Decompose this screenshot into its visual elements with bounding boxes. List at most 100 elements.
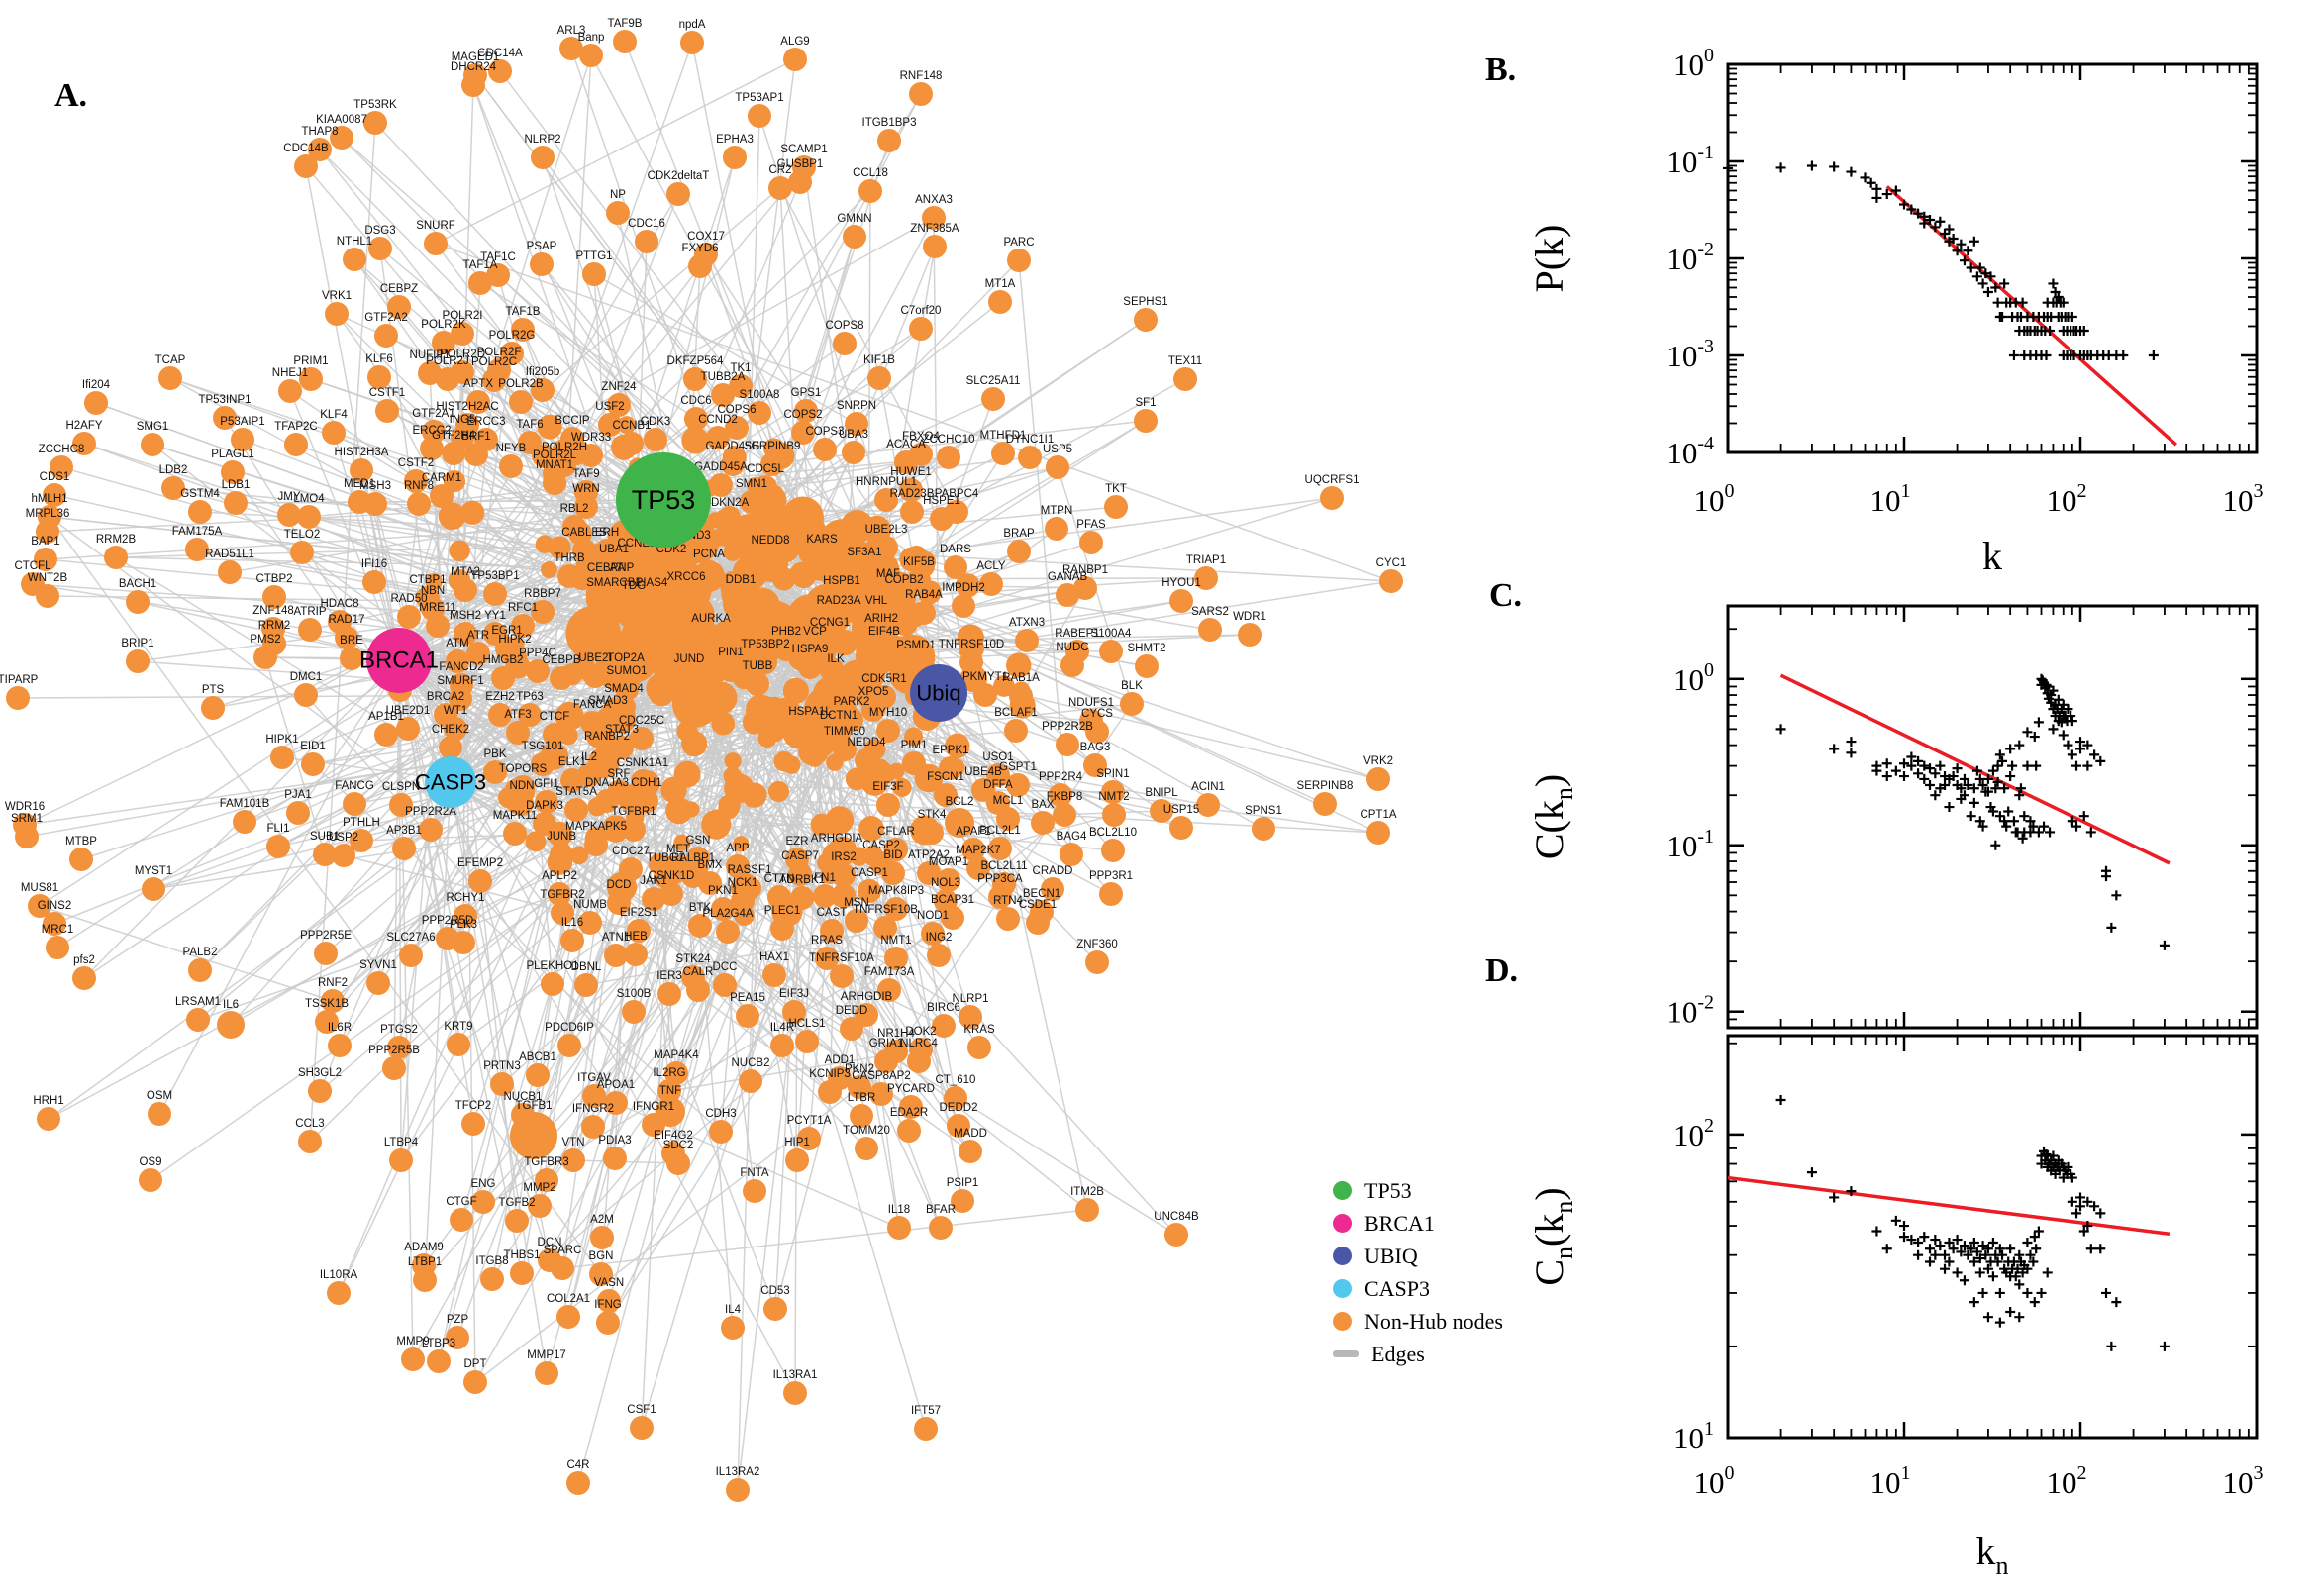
scatter-point — [1846, 166, 1857, 177]
non-hub-node — [959, 1140, 982, 1163]
non-hub-node — [1135, 654, 1159, 678]
network-node-label: MRPL36 — [26, 508, 70, 520]
plot-panel-b: 100 10-1 10-2 10-3 10-4 100 101 102 103 k P(k) — [1527, 45, 2264, 578]
non-hub-node — [635, 789, 658, 813]
scatter-point — [2101, 1287, 2112, 1298]
non-hub-node — [923, 235, 947, 258]
non-hub-node — [665, 797, 693, 825]
non-hub-node — [657, 1079, 681, 1103]
scatter-point — [1913, 768, 1924, 779]
non-hub-node — [701, 809, 732, 840]
scatter-point — [1977, 1241, 1988, 1251]
non-hub-node — [557, 564, 581, 588]
tick-label: 100 — [1673, 45, 1714, 82]
scatter-point — [2078, 325, 2089, 336]
non-hub-node — [758, 728, 777, 748]
non-hub-node — [937, 868, 960, 892]
scatter-point — [1919, 1232, 1930, 1243]
non-hub-node — [596, 707, 620, 731]
scatter-point — [2028, 821, 2039, 832]
scatter-point — [1829, 744, 1840, 754]
scatter-point — [1906, 751, 1917, 762]
scatter-point — [1925, 780, 1936, 790]
non-hub-node — [466, 390, 490, 414]
network-node-label: CSTF2 — [398, 457, 434, 469]
non-hub-node — [262, 585, 286, 609]
non-hub-node — [161, 476, 185, 500]
non-hub-node — [284, 433, 308, 456]
network-node-label: THBS1 — [503, 1249, 540, 1261]
scatter-point — [1985, 271, 1996, 282]
scatter-point — [1994, 811, 2005, 822]
network-node-label: LTBP3 — [422, 1338, 455, 1349]
network-node-label: PMS2 — [250, 634, 280, 646]
network-node-label: RNF2 — [318, 977, 348, 989]
non-hub-node — [783, 48, 807, 71]
network-node-label: CEBPZ — [380, 283, 418, 295]
legend-label: TP53 — [1364, 1177, 1412, 1203]
scatter-point — [1829, 1192, 1840, 1203]
non-hub-node — [468, 869, 492, 893]
legend-label: CASP3 — [1364, 1275, 1431, 1301]
network-node-label: BCL2L11 — [980, 860, 1027, 872]
network-node-label: C7orf20 — [901, 305, 942, 317]
scatter-point — [2082, 1221, 2093, 1232]
network-node-label: PPP3R1 — [1089, 870, 1133, 882]
network-node-label: ING2 — [926, 932, 953, 944]
network-node-label: ING5 — [450, 414, 476, 426]
network-node-label: CRADD — [1033, 865, 1073, 877]
scatter-point — [1935, 1241, 1946, 1251]
network-node-label: BACH1 — [119, 578, 156, 590]
non-hub-node — [855, 748, 878, 772]
network-edge — [803, 166, 858, 528]
non-hub-node — [798, 718, 822, 742]
non-hub-node — [754, 650, 777, 674]
non-hub-node — [767, 780, 790, 803]
network-edge — [199, 534, 655, 971]
non-hub-node — [1120, 692, 1144, 716]
network-node-label: NP — [610, 189, 626, 201]
scatter-point — [2111, 890, 2122, 901]
network-node-label: TFAP2C — [274, 421, 317, 433]
non-hub-node — [627, 919, 651, 943]
network-node-label: IL6 — [223, 999, 239, 1011]
network-node-label: RNF148 — [900, 70, 943, 82]
network-node-label: RAD51L1 — [205, 549, 254, 560]
non-hub-node — [518, 431, 542, 454]
network-edge — [48, 684, 855, 1120]
scatter-point — [1871, 765, 1882, 776]
non-hub-node — [104, 546, 128, 569]
non-hub-node — [367, 365, 391, 389]
scatter-point — [2028, 1256, 2039, 1267]
non-hub-node — [566, 1471, 590, 1495]
scatter-point — [2159, 940, 2170, 950]
non-hub-node — [872, 638, 896, 661]
non-hub-node — [858, 879, 881, 903]
panel-d-label: D. — [1485, 952, 1519, 989]
network-node-label: VCP — [803, 626, 827, 638]
network-node-label: RBBP7 — [524, 588, 561, 600]
non-hub-node — [945, 733, 970, 759]
network-node-label: GPS1 — [791, 387, 822, 399]
non-hub-node — [1079, 531, 1103, 554]
non-hub-node — [988, 885, 1012, 909]
network-node-label: CABLES — [561, 527, 607, 539]
non-hub-node — [461, 73, 485, 97]
non-hub-node — [436, 367, 459, 391]
network-node-label: IL4R — [770, 1022, 794, 1034]
legend-label: Non-Hub nodes — [1364, 1308, 1503, 1334]
non-hub-node — [332, 844, 355, 867]
network-node-label: BLK — [1121, 680, 1143, 692]
network-node-label: STAT3 — [605, 724, 639, 736]
non-hub-node — [488, 59, 512, 83]
non-hub-node — [278, 379, 302, 403]
scatter-point — [2075, 1201, 2085, 1212]
non-hub-node — [927, 944, 951, 967]
non-hub-node — [763, 1297, 787, 1321]
legend-label: BRCA1 — [1364, 1210, 1435, 1236]
network-node-label: CSNK1D — [649, 870, 695, 882]
network-node-label: NEDD8 — [752, 535, 790, 547]
network-node-label: PJA1 — [284, 789, 312, 801]
scatter-series — [1775, 673, 2170, 950]
non-hub-node — [884, 838, 908, 861]
